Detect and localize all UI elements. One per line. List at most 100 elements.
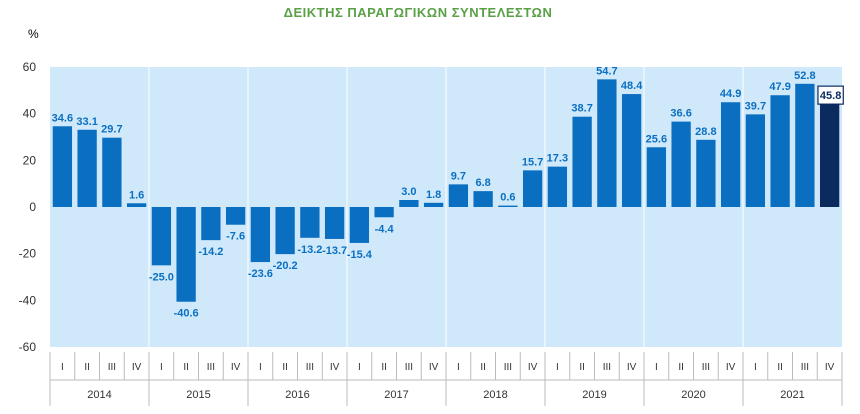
year-label: 2020 [681,389,705,401]
quarter-label: III [801,362,809,373]
quarter-label: III [504,362,512,373]
bar [819,100,840,207]
highlight-label-box [817,85,844,105]
bar [300,207,320,238]
bar [646,147,667,207]
data-label: -40.6 [174,308,199,320]
quarter-label: II [579,362,585,373]
y-tick-label: 20 [23,153,37,167]
quarter-label: I [556,362,559,373]
year-label: 2015 [186,389,210,401]
bar [720,102,741,207]
quarter-label: II [777,362,783,373]
bar [696,139,716,207]
quarter-label: III [207,362,215,373]
bar [621,94,642,207]
data-labels: 34.6 33.129.71.6-25.0-40.6-14.2-7.6-23.6-… [52,65,844,320]
quarter-label: IV [429,362,439,373]
quarter-label: IV [627,362,637,373]
data-label: -4.4 [375,223,395,235]
bar [275,207,295,255]
bar [498,205,518,207]
quarter-label: III [603,362,611,373]
y-tick-label: 60 [23,60,37,74]
data-label: 0.6 [500,192,515,204]
bar [770,95,790,207]
bars [52,67,840,347]
bar [448,184,469,207]
data-label: -25.0 [149,271,174,283]
data-label: 36.6 [670,108,691,120]
data-label: 6.8 [475,177,490,189]
quarter-label: III [405,362,413,373]
chart-title: ΔΕΙΚΤΗΣ ΠΑΡΑΓΩΓΙΚΩΝ ΣΥΝΤΕΛΕΣΤΩΝ [284,5,553,20]
bar [399,200,419,207]
y-tick-label: 0 [29,200,36,214]
data-label: 9.7 [451,170,466,182]
quarter-label: II [480,362,486,373]
y-tick-label: -40 [19,293,37,307]
quarter-label: II [678,362,684,373]
year-label: 2019 [582,389,606,401]
bar [250,207,271,263]
data-label: 38.7 [571,103,592,115]
quarter-label: I [358,362,361,373]
bar [77,129,97,207]
bar [176,207,196,302]
quarter-label: II [381,362,387,373]
data-label: 39.7 [745,100,766,112]
quarter-label: IV [528,362,538,373]
quarter-label: I [655,362,658,373]
bar [102,137,122,207]
data-label: -14.2 [198,246,223,258]
y-axis: 60 40 20 0 -20 -40 -60 [19,60,37,354]
data-label: -7.6 [226,231,245,243]
data-label: 48.4 [621,80,643,92]
year-label: 2017 [384,389,408,401]
y-tick-label: -20 [19,247,37,261]
year-label: 2018 [483,389,507,401]
quarter-label: IV [231,362,241,373]
quarter-label: IV [330,362,340,373]
year-label: 2014 [87,389,111,401]
quarter-label: III [306,362,314,373]
data-label: 52.8 [794,70,815,82]
data-label: 45.8 [820,90,841,102]
quarter-label: IV [132,362,142,373]
quarter-label: I [160,362,163,373]
bar [795,83,815,207]
y-tick-label: 40 [23,107,37,121]
bar [52,126,73,207]
data-label: -15.4 [347,249,373,261]
year-label: 2016 [285,389,309,401]
bar [522,170,543,207]
bar [349,207,370,243]
quarter-label: III [702,362,710,373]
bar [423,202,444,207]
bar [473,191,493,207]
data-label: -23.6 [248,268,273,280]
quarter-label: II [282,362,288,373]
bar [126,203,147,207]
bar [572,116,592,207]
x-axis: I II III IV I II III IV I II III IV I II III IV I II III IV… [49,352,843,406]
data-label: 33.1 [76,116,97,128]
bar [151,207,172,266]
data-label: 15.7 [522,156,543,168]
bar [324,207,345,239]
quarter-label: I [259,362,262,373]
year-label: 2021 [780,389,804,401]
data-label: -20.2 [273,260,298,272]
bar [597,79,617,207]
quarter-label: III [108,362,116,373]
quarter-label: II [183,362,189,373]
data-label: 17.3 [547,153,568,165]
data-label: 44.9 [720,88,741,100]
bar [745,114,766,207]
quarter-label: I [754,362,757,373]
bar [201,207,221,241]
data-label: 54.7 [596,65,617,77]
data-label: 29.7 [101,124,122,136]
bar [547,166,568,207]
